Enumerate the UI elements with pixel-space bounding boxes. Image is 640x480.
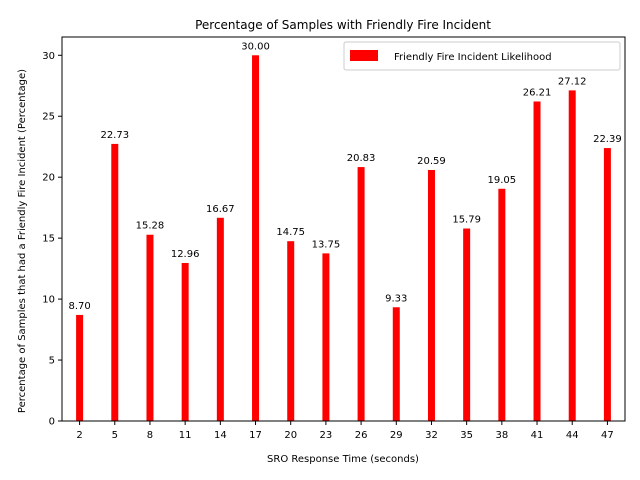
bar-47: [603, 148, 611, 421]
legend-box: [343, 41, 621, 71]
x-tick-label: 29: [390, 430, 403, 441]
legend: Friendly Fire Incident Likelihood: [343, 41, 621, 71]
data-label-41: 26.21: [523, 87, 552, 98]
y-tick-label: 15: [42, 234, 55, 245]
x-tick-label: 23: [320, 430, 333, 441]
bar-20: [287, 241, 295, 421]
bar-35: [463, 228, 471, 421]
bar-38: [498, 188, 506, 421]
x-tick-label: 17: [249, 430, 262, 441]
x-tick-label: 8: [147, 430, 153, 441]
legend-swatch: [350, 50, 378, 61]
data-label-26: 20.83: [347, 153, 376, 164]
x-tick-label: 38: [495, 430, 508, 441]
y-tick-label: 5: [49, 356, 55, 367]
data-label-20: 14.75: [276, 227, 305, 238]
x-tick-label: 11: [179, 430, 192, 441]
x-axis-ticks: 2 5 8 11 14 17 20 23 26 29 32 35 38 41 44 47: [76, 421, 614, 441]
bar-5: [111, 143, 119, 422]
data-label-5: 22.73: [100, 130, 129, 141]
x-axis-label: SRO Response Time (seconds): [267, 454, 419, 465]
data-label-11: 12.96: [171, 249, 200, 260]
bars-group: [76, 55, 611, 422]
data-label-44: 27.12: [558, 76, 587, 87]
data-label-8: 15.28: [136, 221, 165, 232]
y-axis-ticks: 0 5 10 15 20 25 30: [42, 51, 62, 428]
x-tick-label: 47: [601, 430, 614, 441]
x-tick-label: 32: [425, 430, 438, 441]
plot-area: 8.70 22.73 15.28 12.96 16.67 30.00 14.75 13.75 2…: [42, 36, 626, 441]
bar-8: [146, 234, 154, 421]
chart-title: Percentage of Samples with Friendly Fire…: [195, 18, 491, 32]
bar-17: [252, 55, 260, 422]
x-tick-label: 35: [460, 430, 473, 441]
x-tick-label: 44: [566, 430, 579, 441]
x-tick-label: 14: [214, 430, 227, 441]
bar-29: [392, 307, 400, 421]
legend-entry-label: Friendly Fire Incident Likelihood: [394, 52, 552, 63]
data-label-35: 15.79: [452, 215, 481, 226]
data-label-23: 13.75: [312, 239, 341, 250]
bar-41: [533, 101, 541, 422]
bar-23: [322, 253, 330, 421]
bar-44: [568, 90, 576, 421]
data-label-47: 22.39: [593, 134, 622, 145]
bar-11: [181, 263, 189, 421]
data-label-17: 30.00: [241, 41, 270, 52]
y-axis-label: Percentage of Samples that had a Friendl…: [17, 69, 28, 413]
data-label-32: 20.59: [417, 156, 446, 167]
y-tick-label: 30: [42, 51, 55, 62]
data-label-2: 8.70: [68, 301, 90, 312]
x-tick-label: 26: [355, 430, 368, 441]
bar-26: [357, 167, 365, 421]
data-label-14: 16.67: [206, 204, 235, 215]
bar-14: [216, 217, 224, 421]
data-label-29: 9.33: [385, 293, 407, 304]
x-tick-label: 41: [531, 430, 544, 441]
x-tick-label: 5: [112, 430, 118, 441]
bar-2: [76, 314, 84, 421]
y-tick-label: 10: [42, 295, 55, 306]
x-tick-label: 2: [76, 430, 82, 441]
y-tick-label: 25: [42, 112, 55, 123]
x-tick-label: 20: [284, 430, 297, 441]
plot-frame: [61, 36, 626, 422]
data-labels-group: 8.70 22.73 15.28 12.96 16.67 30.00 14.75 13.75 2…: [68, 41, 621, 312]
y-tick-label: 20: [42, 173, 55, 184]
y-tick-label: 0: [49, 417, 55, 428]
bar-32: [427, 169, 435, 421]
data-label-38: 19.05: [488, 175, 517, 186]
